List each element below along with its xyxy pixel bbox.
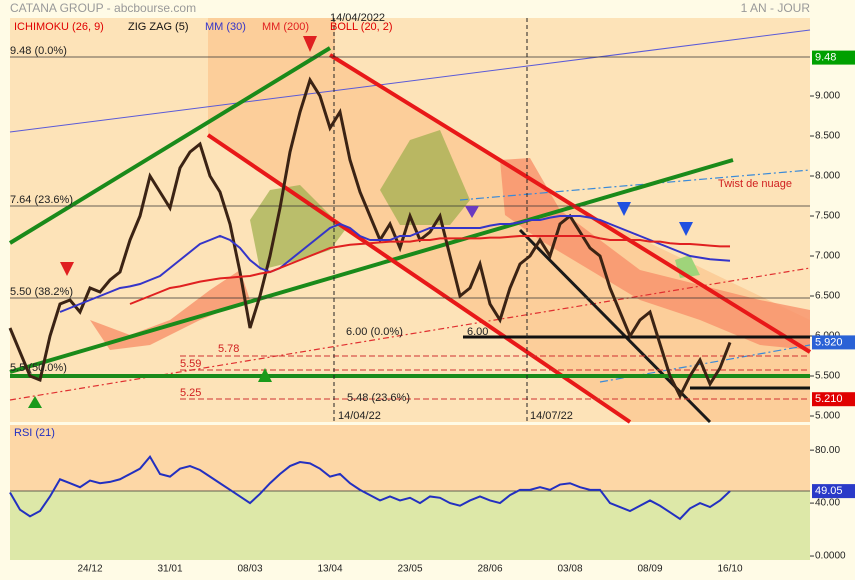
annotation: 5.48 (23.6%) (347, 392, 410, 404)
y-tick-label: 7.500 (815, 211, 840, 222)
shaded-zone (208, 18, 810, 422)
y-tick-label: 40.00 (815, 498, 840, 509)
arrow (617, 202, 631, 216)
annotation: 6.00 (0.0%) (346, 326, 403, 338)
chart-title: CATANA GROUP - abcbourse.com (10, 1, 196, 15)
legend-entry: MM (200) (262, 21, 309, 33)
bollinger-line (9, 29, 811, 133)
legend-entry: ICHIMOKU (26, 9) (14, 21, 104, 33)
annotation: 14/04/22 (338, 410, 381, 422)
rsi-title: RSI (21) (14, 427, 55, 439)
trend-line (328, 53, 812, 354)
legend-entry: ZIG ZAG (5) (128, 21, 189, 33)
trend-line (9, 158, 734, 374)
rsi-value-label: 49.05 (815, 485, 843, 497)
annotation: 14/07/22 (530, 410, 573, 422)
x-tick-label: 31/01 (157, 564, 182, 575)
trend-line (8, 46, 332, 245)
arrow (303, 36, 317, 52)
annotation: 5.50 (38.2%) (10, 286, 73, 298)
arrow (60, 262, 74, 276)
date-label: 14/04/2022 (330, 12, 385, 24)
x-tick-label: 13/04 (317, 564, 342, 575)
annotation: Twist de nuage (718, 178, 792, 190)
price-box (812, 392, 855, 407)
price-box (812, 50, 855, 65)
rsi-line (9, 455, 731, 521)
series-line (129, 235, 730, 305)
price-label: 5.920 (815, 336, 843, 348)
y-tick-label: 7.000 (815, 251, 840, 262)
arrow (258, 368, 272, 382)
y-tick-label: 5.500 (815, 371, 840, 382)
y-tick-label: 80.00 (815, 445, 840, 456)
rsi-upper-zone (10, 425, 810, 491)
annotation: 6.00 (467, 326, 488, 338)
y-tick-label: 5.000 (815, 411, 840, 422)
cloud (90, 270, 250, 350)
y-tick-label: 0.0000 (815, 551, 846, 562)
rsi-box (812, 484, 855, 499)
annotation: 5.78 (218, 343, 239, 355)
price-label: 5.210 (815, 393, 843, 405)
trend-line (459, 169, 811, 201)
y-tick-label: 8.500 (815, 131, 840, 142)
x-tick-label: 24/12 (77, 564, 102, 575)
arrow (28, 396, 42, 408)
annotation: 5.5 (50.0%) (10, 362, 67, 374)
x-tick-label: 28/06 (477, 564, 502, 575)
chart-subtitle: 1 AN - JOUR (741, 1, 811, 15)
rsi-lower-zone (10, 491, 810, 560)
arrow (465, 206, 479, 218)
series-line (8, 76, 732, 400)
price-box (812, 335, 855, 350)
annotation: 7.64 (23.6%) (10, 194, 73, 206)
y-tick-label: 6.500 (815, 291, 840, 302)
annotation: 5.25 (180, 387, 201, 399)
x-tick-label: 16/10 (717, 564, 742, 575)
y-tick-label: 9.000 (815, 91, 840, 102)
x-tick-label: 23/05 (397, 564, 422, 575)
legend-entry: MM (30) (205, 21, 246, 33)
x-tick-label: 08/09 (637, 564, 662, 575)
y-tick-label: 8.000 (815, 171, 840, 182)
x-tick-label: 03/08 (557, 564, 582, 575)
series-line (59, 215, 731, 313)
annotation: 9.48 (0.0%) (10, 45, 67, 57)
price-label: 9.48 (815, 52, 836, 64)
arrow (679, 222, 693, 236)
legend-entry: BOLL (20, 2) (330, 21, 393, 33)
cloud (380, 130, 470, 225)
x-tick-label: 08/03 (237, 564, 262, 575)
annotation: 5.59 (180, 358, 201, 370)
